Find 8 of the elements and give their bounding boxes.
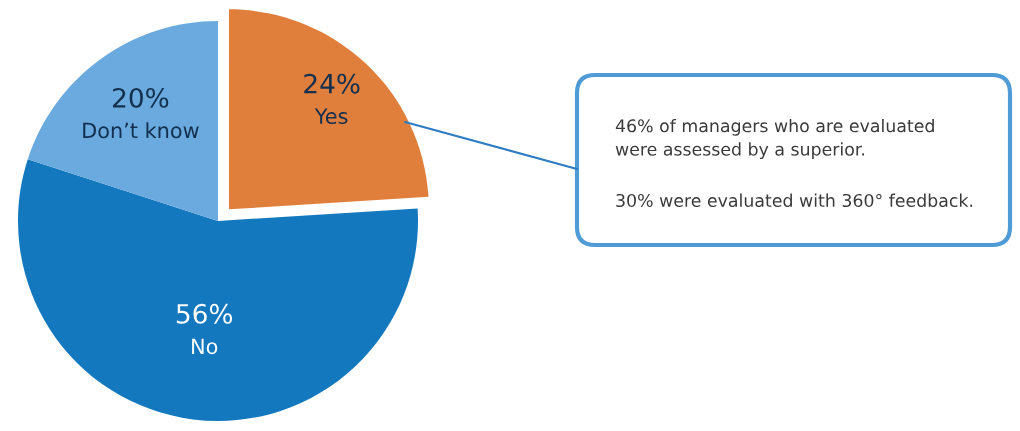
- slice-label: Yes: [314, 108, 348, 125]
- data-label: 20%: [113, 87, 169, 108]
- data-label: 24%: [304, 73, 360, 94]
- data-label: 56%: [176, 303, 233, 324]
- text: 46% of managers who are evaluated were assessed by a superior.: [615, 118, 934, 160]
- slice-label: Don’t know: [83, 122, 199, 139]
- text: 30% were evaluated with 360° feedback.: [616, 193, 973, 208]
- slice-label: No: [192, 338, 218, 355]
